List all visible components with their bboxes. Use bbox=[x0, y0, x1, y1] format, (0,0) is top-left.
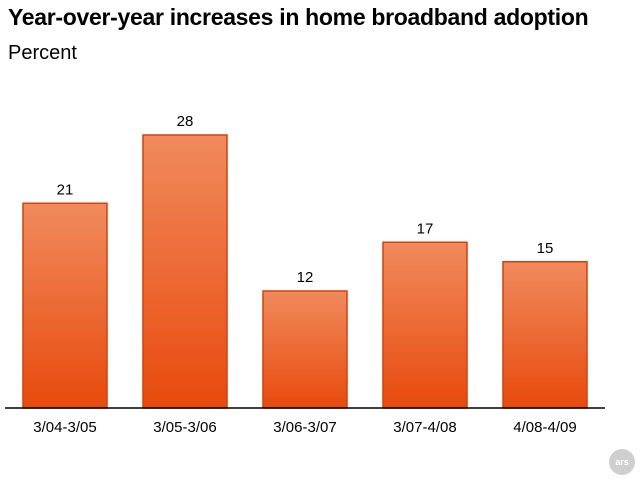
bar-3/04-3/05 bbox=[22, 202, 108, 409]
data-label-3/05-3/06: 28 bbox=[177, 113, 194, 130]
data-label-4/08-4/09: 15 bbox=[537, 240, 554, 257]
x-tick-label-3/05-3/06: 3/05-3/06 bbox=[153, 419, 216, 436]
bar-3/05-3/06 bbox=[142, 134, 228, 409]
data-label-3/04-3/05: 21 bbox=[57, 181, 74, 198]
data-label-3/07-4/08: 17 bbox=[417, 220, 434, 237]
x-tick-label-3/04-3/05: 3/04-3/05 bbox=[33, 419, 96, 436]
chart-subtitle: Percent bbox=[8, 42, 77, 64]
bar-3/07-4/08 bbox=[382, 241, 468, 409]
chart-title: Year-over-year increases in home broadba… bbox=[8, 4, 589, 30]
x-tick-label-3/07-4/08: 3/07-4/08 bbox=[393, 419, 456, 436]
bar-3/06-3/07 bbox=[262, 290, 348, 409]
bar-4/08-4/09 bbox=[502, 261, 588, 409]
ars-logo: ars bbox=[609, 449, 635, 475]
x-tick-label-4/08-4/09: 4/08-4/09 bbox=[513, 419, 576, 436]
data-label-3/06-3/07: 12 bbox=[297, 269, 314, 286]
x-tick-label-3/06-3/07: 3/06-3/07 bbox=[273, 419, 336, 436]
